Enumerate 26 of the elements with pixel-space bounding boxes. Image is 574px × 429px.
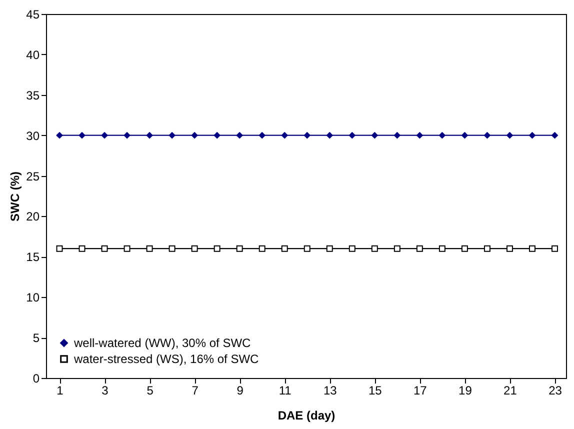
y-tick-label: 45 bbox=[26, 8, 40, 22]
x-tick-label: 7 bbox=[192, 384, 199, 398]
x-tick-label: 5 bbox=[146, 384, 154, 398]
x-tick-label: 21 bbox=[504, 384, 518, 398]
x-tick-label: 3 bbox=[102, 384, 109, 398]
legend-label: well-watered (WW), 30% of SWC bbox=[73, 336, 252, 350]
y-tick-label: 5 bbox=[32, 331, 40, 346]
y-tick-label: 40 bbox=[26, 48, 40, 62]
x-axis-title: DAE (day) bbox=[278, 408, 336, 422]
x-tick-label: 19 bbox=[458, 384, 472, 398]
y-tick-label: 20 bbox=[26, 210, 40, 224]
y-axis-title: SWC (%) bbox=[8, 172, 22, 222]
y-tick-label: 30 bbox=[26, 128, 40, 143]
y-tick-label: 25 bbox=[26, 169, 40, 184]
y-tick-label: 0 bbox=[32, 372, 40, 386]
x-tick-label: 13 bbox=[323, 384, 338, 398]
x-tick-label: 11 bbox=[278, 384, 292, 398]
legend-label: water-stressed (WS), 16% of SWC bbox=[73, 352, 260, 366]
y-tick-label: 15 bbox=[26, 250, 40, 264]
y-tick-label: 10 bbox=[26, 290, 40, 305]
x-tick-label: 23 bbox=[548, 384, 562, 398]
x-tick-label: 9 bbox=[236, 384, 244, 398]
x-tick-label: 1 bbox=[56, 384, 64, 398]
y-tick-label: 35 bbox=[26, 88, 40, 102]
x-tick-label: 17 bbox=[414, 384, 428, 398]
x-tick-label: 15 bbox=[368, 384, 382, 398]
